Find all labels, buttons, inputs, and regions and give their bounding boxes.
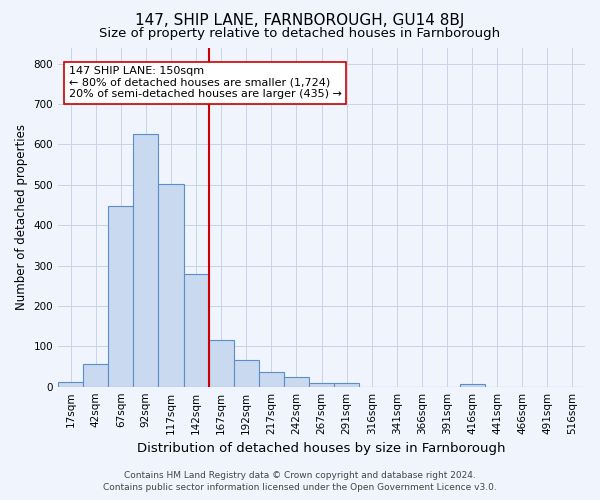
Bar: [259, 372, 284, 386]
Bar: [309, 382, 334, 386]
X-axis label: Distribution of detached houses by size in Farnborough: Distribution of detached houses by size …: [137, 442, 506, 455]
Bar: [83, 364, 108, 386]
Bar: [108, 206, 133, 386]
Text: Contains HM Land Registry data © Crown copyright and database right 2024.
Contai: Contains HM Land Registry data © Crown c…: [103, 471, 497, 492]
Bar: [184, 274, 209, 386]
Y-axis label: Number of detached properties: Number of detached properties: [15, 124, 28, 310]
Bar: [209, 340, 233, 386]
Bar: [233, 360, 259, 386]
Bar: [133, 134, 158, 386]
Bar: [460, 384, 485, 386]
Bar: [334, 384, 359, 386]
Bar: [58, 382, 83, 386]
Text: Size of property relative to detached houses in Farnborough: Size of property relative to detached ho…: [100, 28, 500, 40]
Bar: [158, 184, 184, 386]
Text: 147, SHIP LANE, FARNBOROUGH, GU14 8BJ: 147, SHIP LANE, FARNBOROUGH, GU14 8BJ: [136, 12, 464, 28]
Text: 147 SHIP LANE: 150sqm
← 80% of detached houses are smaller (1,724)
20% of semi-d: 147 SHIP LANE: 150sqm ← 80% of detached …: [68, 66, 341, 100]
Bar: [284, 376, 309, 386]
